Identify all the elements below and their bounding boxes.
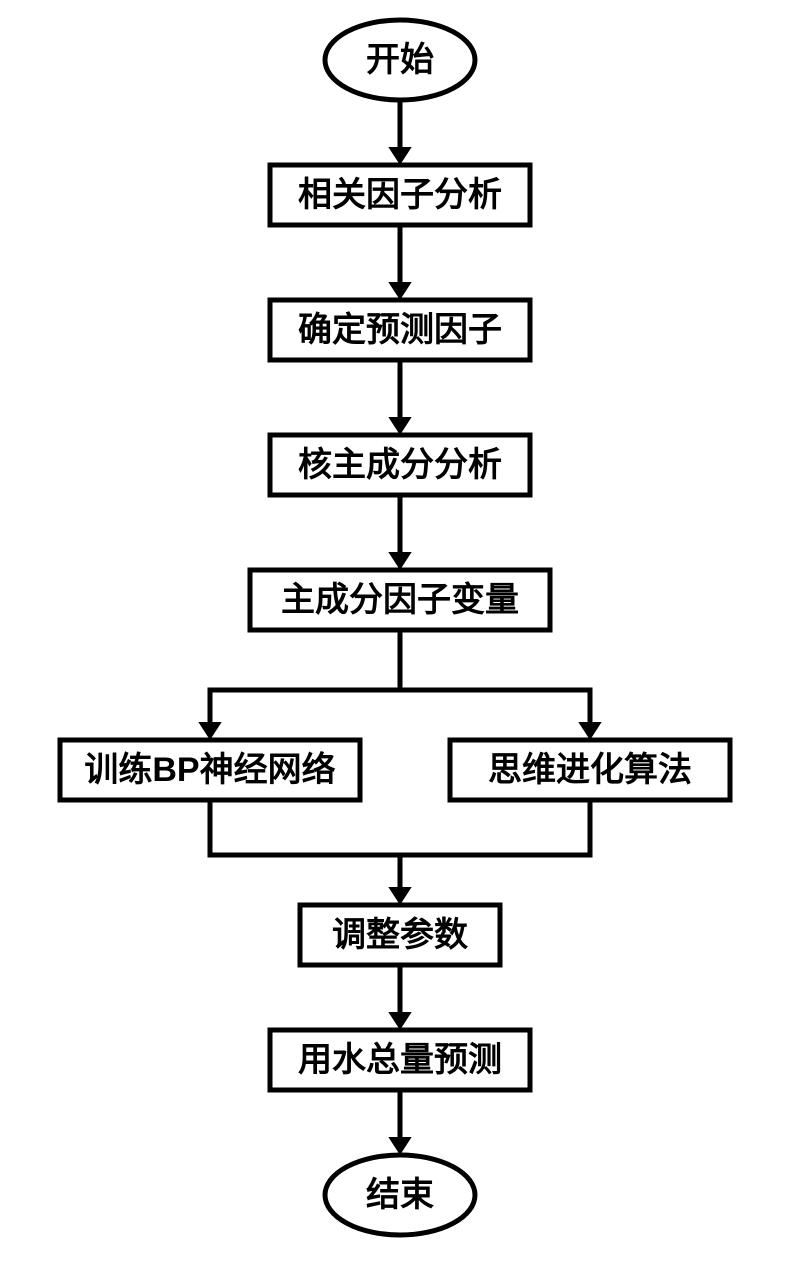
node-label-n4: 主成分因子变量	[281, 581, 519, 619]
node-n5b: 思维进化算法	[450, 740, 730, 800]
node-label-start: 开始	[366, 41, 434, 79]
node-end: 结束	[325, 1155, 475, 1235]
node-start: 开始	[325, 20, 475, 100]
node-n2: 确定预测因子	[270, 300, 530, 360]
node-label-n1: 相关因子分析	[298, 176, 502, 214]
node-label-n2: 确定预测因子	[298, 311, 502, 349]
node-label-n3: 核主成分分析	[298, 446, 502, 484]
node-n6: 调整参数	[300, 905, 500, 965]
node-label-n6: 调整参数	[332, 916, 468, 954]
node-label-n5b: 思维进化算法	[488, 751, 692, 789]
node-label-n7: 用水总量预测	[298, 1041, 502, 1079]
node-n3: 核主成分分析	[270, 435, 530, 495]
node-n4: 主成分因子变量	[250, 570, 550, 630]
node-label-n5a: 训练BP神经网络	[84, 750, 335, 789]
node-label-end: 结束	[366, 1176, 434, 1214]
node-n5a: 训练BP神经网络	[60, 740, 360, 800]
node-n1: 相关因子分析	[270, 165, 530, 225]
node-n7: 用水总量预测	[270, 1030, 530, 1090]
flowchart-svg: 开始相关因子分析确定预测因子核主成分分析主成分因子变量训练BP神经网络 思维进化算…	[0, 0, 799, 1266]
